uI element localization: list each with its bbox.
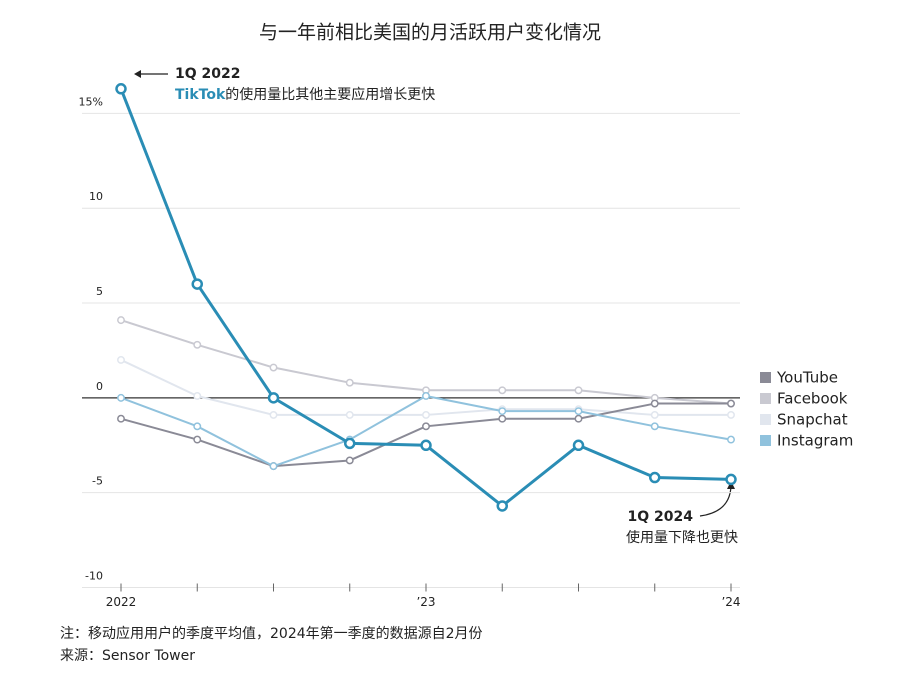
- point: [650, 422, 659, 431]
- point: [572, 439, 585, 452]
- point: [498, 414, 507, 423]
- legend-swatch: [760, 372, 771, 383]
- point: [344, 437, 356, 450]
- annotation-text: TikTok的使用量比其他主要应用增长更快: [175, 86, 435, 103]
- point: [193, 392, 202, 400]
- annotation-title: 1Q 2024: [628, 509, 694, 525]
- point: [115, 83, 127, 95]
- x-tick-label: ’24: [721, 595, 740, 609]
- point: [727, 399, 735, 408]
- point: [117, 316, 125, 325]
- point: [725, 473, 737, 486]
- annotation-text: 使用量下降也更快: [626, 529, 738, 546]
- point: [498, 407, 507, 416]
- legend-swatch: [760, 393, 771, 404]
- legend-swatch: [760, 414, 771, 425]
- point: [420, 439, 432, 452]
- point: [574, 386, 583, 395]
- x-tick-label: ’23: [416, 595, 435, 609]
- y-tick-label: -10: [85, 570, 103, 583]
- legend-label: Snapchat: [777, 411, 848, 429]
- point: [117, 414, 125, 423]
- point: [345, 378, 354, 387]
- y-tick-label: 10: [89, 190, 103, 203]
- y-tick-label: 5: [96, 285, 103, 298]
- y-tick-label: 0: [96, 380, 103, 393]
- x-tick-label: 2022: [106, 595, 137, 609]
- annotation-2024: 1Q 2024 使用量下降也更快: [626, 481, 738, 546]
- arrow: [699, 485, 732, 517]
- point: [193, 435, 202, 444]
- point: [650, 399, 659, 408]
- point: [574, 407, 583, 416]
- point: [345, 410, 354, 419]
- annotation-title: 1Q 2022: [175, 66, 240, 82]
- arrow-head: [134, 70, 141, 78]
- legend-label: Facebook: [777, 390, 848, 408]
- point: [193, 422, 202, 431]
- point: [422, 422, 430, 431]
- point: [345, 456, 354, 465]
- point: [727, 410, 735, 419]
- point: [422, 392, 430, 400]
- point: [117, 355, 125, 364]
- point: [191, 278, 203, 290]
- point: [117, 393, 125, 402]
- legend-label: Instagram: [777, 432, 853, 450]
- y-tick-label: 15%: [79, 95, 103, 108]
- point: [498, 386, 507, 395]
- point: [727, 435, 735, 444]
- legend-label: YouTube: [776, 369, 838, 387]
- point: [496, 500, 508, 512]
- point: [269, 462, 278, 471]
- point: [267, 392, 280, 404]
- point: [574, 414, 583, 423]
- annotation-series: TikTok: [175, 87, 226, 103]
- point: [422, 410, 430, 419]
- annotation-body: 的使用量比其他主要应用增长更快: [225, 86, 435, 103]
- legend-swatch: [760, 435, 771, 446]
- chart-title: 与一年前相比美国的月活跃用户变化情况: [259, 22, 601, 44]
- point: [269, 410, 278, 419]
- point: [650, 410, 659, 419]
- point: [193, 340, 202, 349]
- note: 注：移动应用用户的季度平均值，2024年第一季度的数据源自2月份: [60, 625, 483, 642]
- y-tick-label: -5: [92, 475, 103, 488]
- annotation-2022: 1Q 2022 TikTok的使用量比其他主要应用增长更快: [134, 66, 435, 103]
- point: [269, 363, 278, 372]
- point: [649, 471, 661, 484]
- source: 来源：Sensor Tower: [60, 648, 195, 664]
